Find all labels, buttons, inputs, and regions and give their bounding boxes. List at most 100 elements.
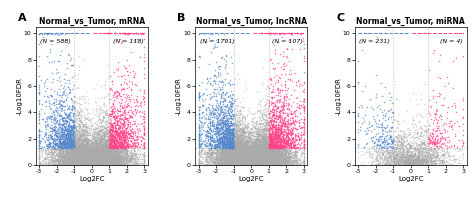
Point	[83, 159, 91, 162]
Point	[50, 156, 58, 160]
Point	[255, 158, 262, 161]
Point	[419, 146, 426, 149]
Point	[82, 131, 90, 134]
Point	[267, 136, 274, 139]
Point	[237, 158, 244, 161]
Point	[94, 154, 101, 157]
Point	[69, 156, 76, 160]
Point	[234, 159, 242, 162]
Point	[82, 162, 90, 166]
Point	[102, 163, 109, 166]
Point	[240, 145, 247, 149]
Point	[265, 159, 273, 162]
Point	[232, 140, 240, 143]
Point	[230, 149, 237, 152]
Point	[214, 138, 221, 141]
Point	[60, 150, 67, 153]
Point	[262, 143, 269, 146]
Point	[109, 137, 116, 141]
Point	[109, 163, 117, 167]
Point	[252, 153, 259, 156]
Point	[230, 155, 237, 158]
Point	[89, 149, 97, 152]
Point	[239, 159, 247, 162]
Point	[254, 158, 261, 161]
Point	[400, 140, 407, 144]
Point	[43, 161, 50, 164]
Point	[264, 147, 272, 150]
Point	[255, 162, 262, 165]
Point	[100, 159, 108, 162]
Point	[261, 163, 268, 166]
Point	[295, 139, 302, 142]
Point	[261, 159, 269, 162]
Point	[273, 141, 281, 144]
Point	[66, 158, 73, 161]
Point	[215, 149, 222, 153]
Point	[91, 158, 98, 161]
Point	[412, 157, 420, 160]
Point	[242, 160, 250, 163]
Point	[79, 161, 86, 164]
Point	[378, 153, 385, 156]
Point	[43, 157, 50, 160]
Point	[225, 138, 233, 141]
Point	[227, 147, 234, 150]
Point	[59, 104, 67, 107]
Point	[287, 133, 295, 137]
Point	[247, 132, 255, 135]
Point	[100, 161, 108, 164]
Point	[250, 163, 258, 167]
Point	[77, 163, 85, 167]
Point	[222, 132, 229, 135]
Point	[54, 160, 62, 163]
Point	[75, 161, 83, 164]
Point	[58, 145, 65, 149]
Point	[228, 145, 236, 149]
Point	[254, 158, 262, 162]
Point	[91, 138, 99, 141]
Point	[246, 155, 254, 158]
Point	[221, 153, 229, 156]
Point	[264, 156, 272, 159]
Point	[85, 138, 92, 142]
Point	[114, 156, 122, 159]
Point	[239, 153, 246, 157]
Point	[86, 148, 94, 151]
Point	[244, 156, 252, 160]
Point	[273, 143, 281, 146]
Point	[407, 160, 415, 163]
Point	[195, 123, 202, 126]
Point	[195, 161, 202, 164]
Point	[249, 162, 256, 166]
Point	[281, 163, 288, 166]
Point	[276, 137, 283, 141]
Point	[83, 155, 91, 159]
Point	[137, 32, 145, 35]
Point	[130, 73, 138, 76]
Point	[257, 160, 264, 163]
Point	[115, 149, 123, 152]
Point	[261, 145, 269, 148]
Point	[87, 162, 94, 165]
Point	[73, 163, 81, 166]
Point	[71, 147, 78, 151]
Point	[217, 126, 225, 129]
Point	[108, 158, 115, 162]
Point	[87, 162, 95, 165]
Point	[426, 160, 434, 163]
Point	[79, 151, 86, 154]
Point	[235, 132, 242, 136]
Point	[221, 129, 229, 132]
Point	[114, 161, 122, 165]
Point	[404, 127, 412, 130]
Point	[247, 162, 255, 165]
Point	[195, 141, 202, 144]
Point	[227, 160, 234, 164]
Point	[113, 153, 121, 156]
Point	[281, 160, 288, 163]
Point	[71, 120, 79, 124]
Point	[244, 153, 251, 156]
Point	[401, 155, 409, 158]
Point	[233, 160, 241, 164]
